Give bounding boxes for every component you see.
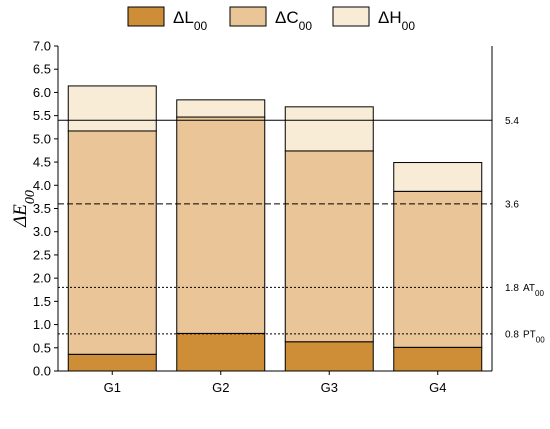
x-tick-label: G4 <box>429 380 446 395</box>
y-tick-label: 2.0 <box>33 271 51 286</box>
x-tick-label: G2 <box>212 380 229 395</box>
y-tick-label: 7.0 <box>33 39 51 54</box>
reference-line-tag-3: AT00 <box>523 283 544 298</box>
bar-g1-series-1 <box>67 353 157 372</box>
y-tick-label: 3.5 <box>33 201 51 216</box>
reference-lines: 5.4 3.6 1.8 AT00 0.8 PT00 <box>58 116 545 344</box>
y-tick-label: 5.5 <box>33 108 51 123</box>
bar-g1-series-3 <box>67 85 157 132</box>
y-tick-label: 2.5 <box>33 247 51 262</box>
reference-line-label-2: 3.6 <box>505 199 519 210</box>
y-tick-label: 1.5 <box>33 294 51 309</box>
legend-label-2: ΔC00 <box>275 8 312 33</box>
bar-g2-series-3 <box>176 99 266 118</box>
bar-g4-series-2 <box>393 190 483 348</box>
y-tick-label: 0.5 <box>33 340 51 355</box>
bar-g1-series-2 <box>67 130 157 355</box>
bar-g4-series-1 <box>393 346 483 372</box>
legend-label-3: ΔH00 <box>378 8 415 33</box>
bar-g3-series-1 <box>284 341 374 372</box>
y-tick-label: 1.0 <box>33 317 51 332</box>
bar-g3-series-2 <box>284 150 374 343</box>
y-tick-label: 5.0 <box>33 131 51 146</box>
y-tick-label: 4.0 <box>33 178 51 193</box>
bar-g3-series-3 <box>284 106 374 152</box>
bars <box>67 85 483 372</box>
y-tick-label: 6.0 <box>33 85 51 100</box>
legend-swatch-3 <box>332 6 370 27</box>
x-tick-label: G1 <box>104 380 121 395</box>
legend-swatch-1 <box>127 6 165 27</box>
y-tick-label: 0.0 <box>33 364 51 379</box>
y-tick-label: 6.5 <box>33 62 51 77</box>
reference-line-tag-4: PT00 <box>523 329 545 344</box>
y-tick-label: 4.5 <box>33 155 51 170</box>
reference-line-label-3: 1.8 <box>505 283 519 294</box>
legend: ΔL00 ΔC00 ΔH00 <box>127 6 415 33</box>
bar-g2-series-2 <box>176 116 266 334</box>
bar-g2-series-1 <box>176 332 266 372</box>
reference-line-label-4: 0.8 <box>505 329 519 340</box>
y-tick-label: 3.0 <box>33 224 51 239</box>
x-tick-label: G3 <box>321 380 338 395</box>
y-axis-label: ΔE00 <box>10 190 38 228</box>
bar-g4-series-3 <box>393 162 483 192</box>
legend-swatch-2 <box>229 6 267 27</box>
legend-label-1: ΔL00 <box>173 8 207 33</box>
reference-line-label-1: 5.4 <box>505 116 519 127</box>
axes: 0.0 0.5 1.0 1.5 2.0 2.5 3.0 3.5 4.0 4.5 5.0 5.5 6.0 6… <box>33 39 493 395</box>
